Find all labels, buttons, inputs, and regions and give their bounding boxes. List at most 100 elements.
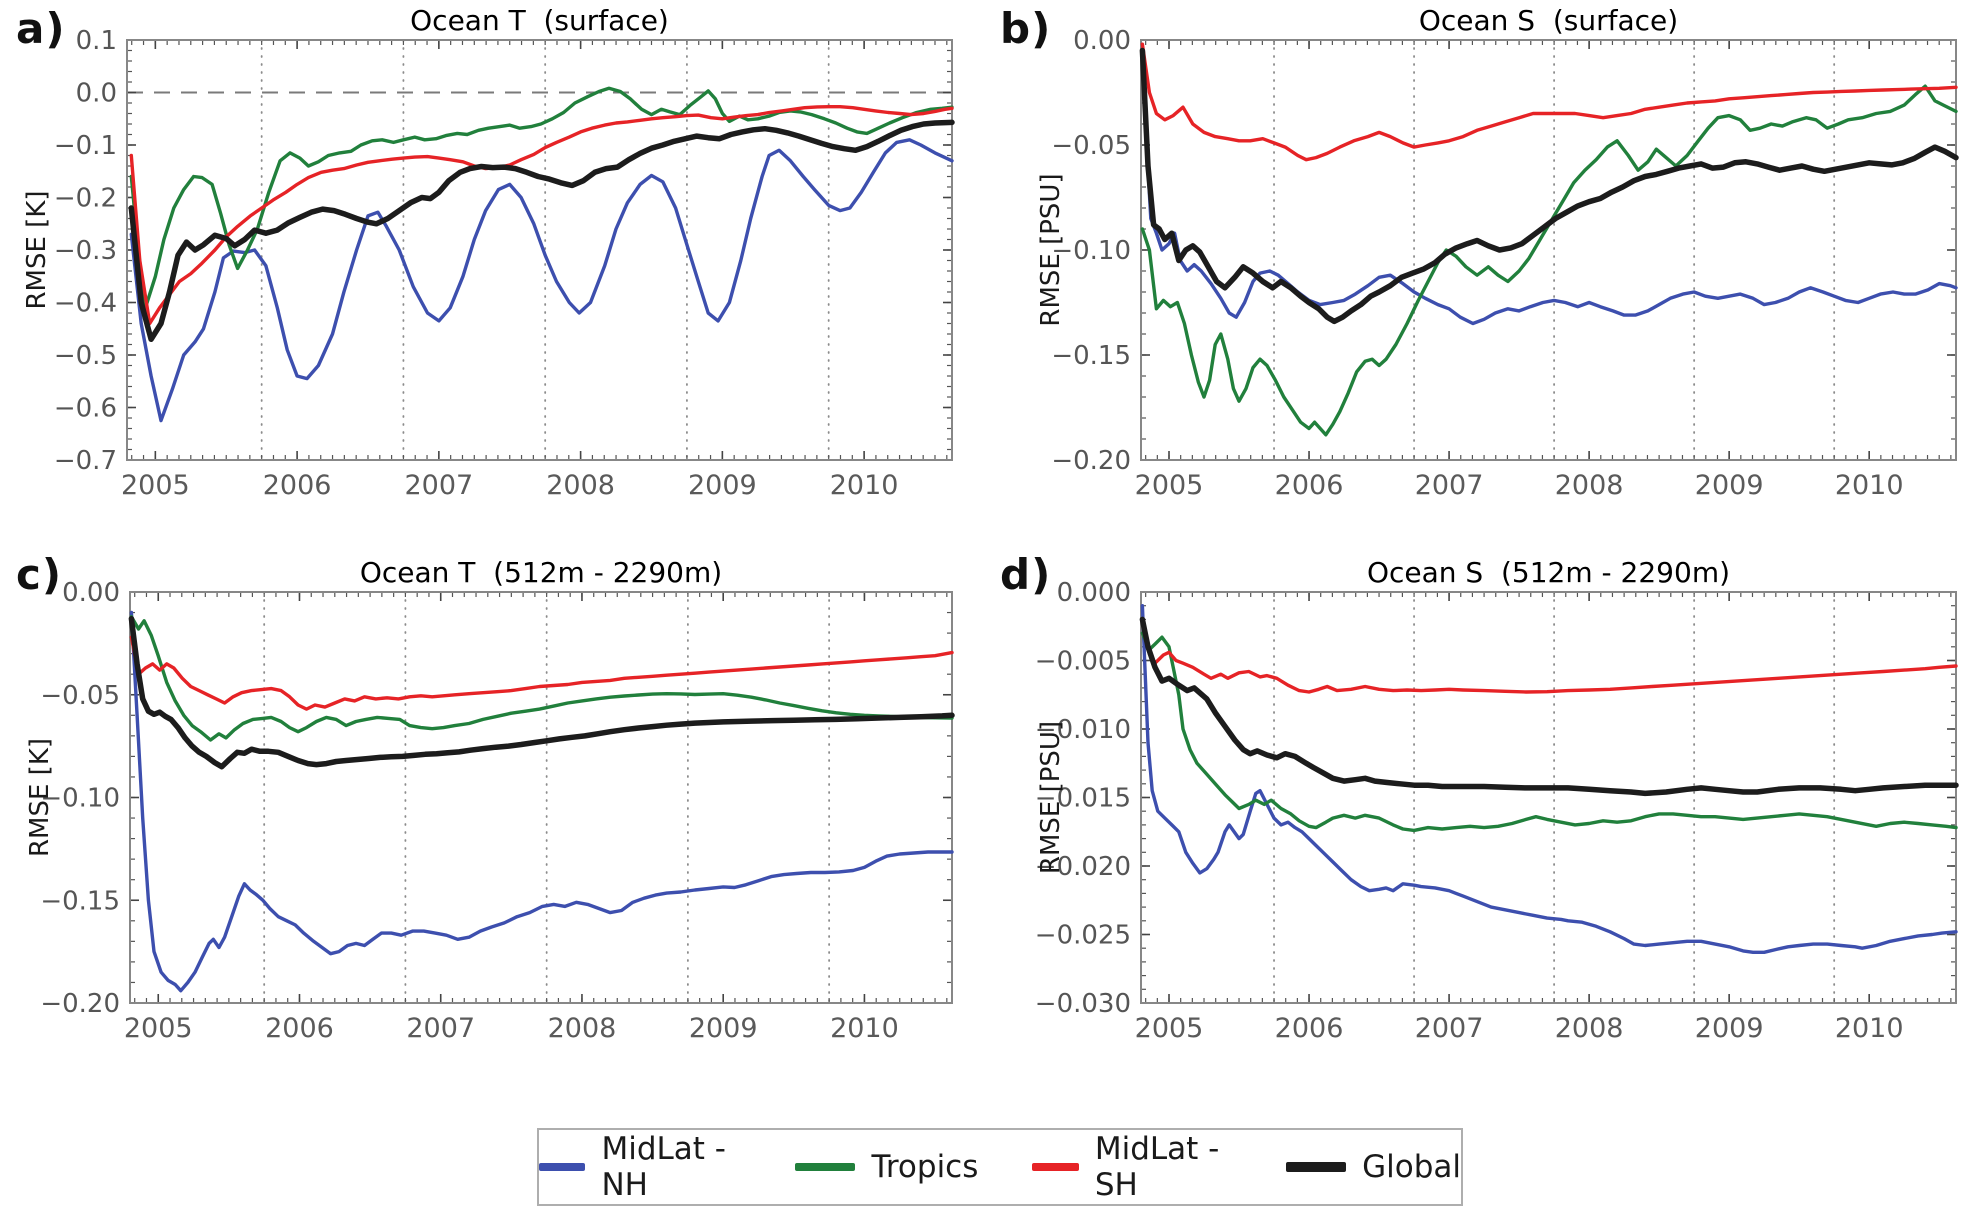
series-tropics-line bbox=[1140, 631, 1958, 833]
y-tick-label: −0.20 bbox=[40, 989, 120, 1019]
x-tick-label: 2010 bbox=[1835, 1013, 1904, 1044]
panel-title: Ocean T (surface) bbox=[410, 4, 669, 37]
y-tick-label: −0.1 bbox=[54, 131, 117, 161]
y-tick-label: −0.020 bbox=[1035, 852, 1131, 882]
x-tick-label: 2008 bbox=[1555, 1013, 1624, 1044]
legend-item-midlat-nh: MidLat - NH bbox=[539, 1131, 741, 1203]
axes-frame bbox=[126, 39, 953, 461]
legend-label-global: Global bbox=[1362, 1149, 1461, 1185]
panel-title: Ocean S (surface) bbox=[1419, 4, 1678, 37]
x-tick-label: 2009 bbox=[689, 1013, 758, 1044]
series-midlat-nh-line bbox=[1140, 603, 1958, 954]
x-tick-label: 2007 bbox=[406, 1013, 475, 1044]
y-axis-label: RMSE [K] bbox=[22, 190, 52, 309]
x-tick-label: 2008 bbox=[548, 1013, 617, 1044]
panel-c: c) 2005 2006 2007 2008 2009 2010 0.00 −0.05 −0.1… bbox=[0, 540, 984, 1080]
panel-d-label: d) bbox=[1000, 550, 1052, 599]
y-tick-label: −0.025 bbox=[1035, 921, 1131, 951]
legend-line-global-icon bbox=[1286, 1162, 1347, 1172]
y-axis-label: RMSE [PSU] bbox=[1036, 173, 1066, 326]
x-tick-label: 2005 bbox=[1135, 1013, 1204, 1044]
y-tick-label: −0.05 bbox=[40, 681, 120, 711]
series-global-line bbox=[128, 615, 955, 770]
series-midlat-sh-line bbox=[1140, 617, 1958, 694]
y-tick-label: −0.005 bbox=[1035, 647, 1131, 677]
panel-b-chart: 2005 2006 2007 2008 2009 2010 0.00 −0.05 −0.10 −0… bbox=[1036, 4, 1959, 501]
panel-a: a) 2005 2006 2007 2008 2009 2010 0.1 0.0 −0.1 −0.… bbox=[0, 0, 984, 540]
legend-item-tropics: Tropics bbox=[795, 1149, 978, 1185]
y-tick-label: −0.015 bbox=[1035, 784, 1131, 814]
series-midlat-sh-line bbox=[129, 635, 954, 711]
x-tick-label: 2006 bbox=[1275, 470, 1344, 501]
series-global-line bbox=[128, 119, 955, 343]
panel-title: Ocean T (512m - 2290m) bbox=[360, 556, 722, 589]
y-tick-label: −0.2 bbox=[54, 184, 117, 214]
y-tick-label: −0.10 bbox=[1051, 236, 1131, 266]
y-tick-label: 0.000 bbox=[1057, 578, 1131, 608]
y-tick-label: 0.00 bbox=[1073, 26, 1131, 56]
x-tick-label: 2009 bbox=[1695, 470, 1764, 501]
axes-frame bbox=[1140, 591, 1957, 1004]
axes-frame bbox=[1140, 39, 1957, 461]
x-tick-label: 2007 bbox=[1415, 470, 1484, 501]
y-tick-label: 0.00 bbox=[62, 578, 120, 608]
x-tick-label: 2010 bbox=[830, 470, 899, 501]
x-tick-label: 2007 bbox=[404, 470, 473, 501]
x-tick-label: 2008 bbox=[1555, 470, 1624, 501]
legend-line-midlat-sh-icon bbox=[1032, 1163, 1079, 1171]
y-tick-label: −0.10 bbox=[40, 784, 120, 814]
y-tick-label: −0.4 bbox=[54, 289, 117, 319]
x-tick-label: 2005 bbox=[121, 470, 190, 501]
panel-a-label: a) bbox=[16, 4, 66, 53]
legend-line-tropics-icon bbox=[795, 1163, 856, 1171]
legend-label-tropics: Tropics bbox=[871, 1149, 979, 1185]
series-midlat-sh-line bbox=[1140, 42, 1958, 162]
y-axis-label: RMSE [PSU] bbox=[1036, 721, 1066, 874]
series-midlat-nh-line bbox=[129, 610, 954, 993]
y-tick-label: −0.3 bbox=[54, 236, 117, 266]
x-tick-label: 2006 bbox=[263, 470, 332, 501]
y-tick-label: −0.5 bbox=[54, 341, 117, 371]
legend-item-global: Global bbox=[1286, 1149, 1461, 1185]
legend-item-midlat-sh: MidLat - SH bbox=[1032, 1131, 1232, 1203]
legend-label-midlat-sh: MidLat - SH bbox=[1094, 1131, 1220, 1203]
x-tick-label: 2010 bbox=[830, 1013, 899, 1044]
y-tick-label: −0.15 bbox=[1051, 341, 1131, 371]
y-tick-label: −0.7 bbox=[54, 446, 117, 476]
y-tick-label: −0.15 bbox=[40, 886, 120, 916]
series-midlat-nh-line bbox=[1140, 48, 1958, 326]
x-tick-label: 2008 bbox=[546, 470, 615, 501]
x-tick-label: 2006 bbox=[265, 1013, 334, 1044]
x-tick-label: 2009 bbox=[1695, 1013, 1764, 1044]
panel-b: b) 2005 2006 2007 2008 2009 2010 0.00 −0.05 −0.1… bbox=[984, 0, 1968, 540]
y-tick-label: −0.20 bbox=[1051, 446, 1131, 476]
panel-c-label: c) bbox=[16, 550, 63, 599]
panel-d-chart: 2005 2006 2007 2008 2009 2010 0.000 −0.005 −0.01… bbox=[1035, 556, 1959, 1044]
panel-a-chart: 2005 2006 2007 2008 2009 2010 0.1 0.0 −0.1 −0.2 −0… bbox=[22, 4, 955, 501]
axes-frame bbox=[129, 591, 953, 1004]
series-midlat-sh-line bbox=[129, 104, 954, 326]
x-tick-label: 2010 bbox=[1835, 470, 1904, 501]
panel-title: Ocean S (512m - 2290m) bbox=[1367, 556, 1730, 589]
x-tick-label: 2009 bbox=[688, 470, 757, 501]
legend: MidLat - NH Tropics MidLat - SH Global bbox=[537, 1128, 1463, 1206]
legend-label-midlat-nh: MidLat - NH bbox=[601, 1131, 726, 1203]
y-tick-label: −0.030 bbox=[1035, 989, 1131, 1019]
panel-b-label: b) bbox=[1000, 4, 1052, 53]
x-tick-label: 2005 bbox=[124, 1013, 193, 1044]
y-tick-label: 0.0 bbox=[76, 79, 117, 109]
y-tick-label: −0.6 bbox=[54, 394, 117, 424]
series-tropics-line bbox=[129, 614, 954, 742]
x-tick-label: 2006 bbox=[1275, 1013, 1344, 1044]
x-tick-label: 2007 bbox=[1415, 1013, 1484, 1044]
series-tropics-line bbox=[129, 86, 954, 310]
series-global-line bbox=[1139, 47, 1959, 325]
series-midlat-nh-line bbox=[129, 138, 954, 423]
series-global-line bbox=[1139, 616, 1959, 797]
y-axis-label: RMSE [K] bbox=[25, 738, 55, 857]
y-tick-label: 0.1 bbox=[76, 26, 117, 56]
panel-d: d) 2005 2006 2007 2008 2009 2010 0.000 −0.005 −0… bbox=[984, 540, 1968, 1080]
legend-line-midlat-nh-icon bbox=[539, 1163, 586, 1171]
y-tick-label: −0.05 bbox=[1051, 131, 1131, 161]
